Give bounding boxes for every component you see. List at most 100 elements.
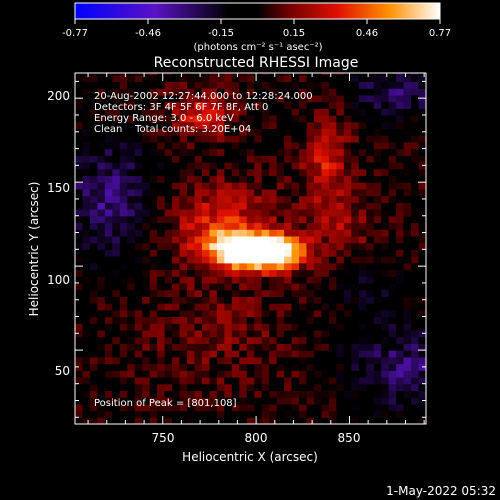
heatmap-cell [134,121,143,130]
heatmap-cell [142,141,151,150]
heatmap-cell [366,343,375,351]
heatmap-cell [351,363,360,371]
heatmap-cell [418,403,426,412]
heatmap-cell [104,135,113,143]
heatmap-cell [179,323,188,331]
heatmap-cell [328,74,337,82]
heatmap-cell [216,276,225,284]
heatmap-cell [411,148,420,156]
heatmap-cell [388,229,397,237]
heatmap-cell [194,73,203,76]
heatmap-cell [403,397,412,405]
heatmap-cell [179,235,188,244]
heatmap-cell [112,135,121,143]
heatmap-cell [351,195,360,203]
heatmap-cell [179,148,188,156]
heatmap-cell [388,397,397,405]
heatmap-cell [336,370,345,378]
heatmap-cell [209,350,218,358]
heatmap-cell [299,350,308,358]
heatmap-cell [119,383,128,392]
heatmap-cell [254,417,263,424]
heatmap-cell [127,88,136,96]
y-tick-label: 100 [47,273,70,287]
heatmap-cell [164,397,173,405]
heatmap-cell [418,202,426,210]
heatmap-cell [224,81,233,89]
heatmap-cell [127,135,136,143]
heatmap-cell [187,148,196,156]
heatmap-cell [89,73,99,76]
heatmap-cell [104,316,113,324]
heatmap-cell [142,101,151,109]
heatmap-cell [216,370,225,378]
heatmap-cell [403,329,412,338]
heatmap-cell [276,309,285,318]
heatmap-cell [343,73,352,76]
heatmap-cell [246,329,255,338]
heatmap-cell [351,249,360,257]
heatmap-cell [231,141,240,150]
heatmap-cell [276,168,285,177]
heatmap-cell [142,88,151,96]
heatmap-cell [112,296,121,304]
heatmap-cell [299,148,308,156]
heatmap-cell [284,81,293,89]
heatmap-cell [261,370,270,378]
heatmap-cell [366,148,375,156]
heatmap-cell [313,390,323,398]
heatmap-cell [313,155,323,163]
heatmap-cell [403,383,412,392]
heatmap-cell [358,309,367,318]
heatmap-cell [142,370,151,378]
heatmap-cell [328,209,337,217]
heatmap-cell [418,390,426,398]
heatmap-cell [373,282,382,291]
heatmap-cell [224,390,233,398]
heatmap-cell [403,256,412,264]
heatmap-cell [418,108,426,116]
heatmap-cell [343,282,352,291]
heatmap-cell [164,175,173,183]
heatmap-cell [299,282,308,291]
heatmap-cell [224,74,233,82]
heatmap-cell [179,222,188,230]
heatmap-cell [328,135,337,143]
heatmap-cell [164,276,173,284]
heatmap-cell [194,242,203,250]
heatmap-cell [239,128,248,136]
heatmap-cell [164,114,173,123]
heatmap-cell [261,155,270,163]
heatmap-cell [187,235,196,244]
heatmap-cell [306,249,315,257]
heatmap-cell [366,73,375,76]
heatmap-cell [246,397,255,405]
heatmap-cell [373,336,382,344]
heatmap-cell [172,168,181,177]
heatmap-cell [187,403,196,412]
heatmap-cell [216,269,225,277]
heatmap-cell [142,188,151,197]
heatmap-cell [157,390,166,398]
heatmap-cell [276,417,285,424]
heatmap-cell [194,343,203,351]
heatmap-cell [261,383,270,392]
heatmap-cell [373,262,382,271]
heatmap-cell [164,383,173,392]
heatmap-cell [321,323,330,331]
heatmap-cell [119,114,128,123]
heatmap-cell [381,94,390,103]
heatmap-cell [224,202,233,210]
heatmap-cell [127,403,136,412]
heatmap-cell [284,135,293,143]
heatmap-cell [119,336,128,344]
heatmap-cell [157,403,166,412]
heatmap-cell [224,303,233,311]
heatmap-cell [246,74,255,82]
heatmap-cell [313,182,323,190]
heatmap-cell [231,182,240,190]
heatmap-cell [411,175,420,183]
heatmap-cell [239,222,248,230]
heatmap-cell [209,141,218,150]
heatmap-cell [164,94,173,103]
